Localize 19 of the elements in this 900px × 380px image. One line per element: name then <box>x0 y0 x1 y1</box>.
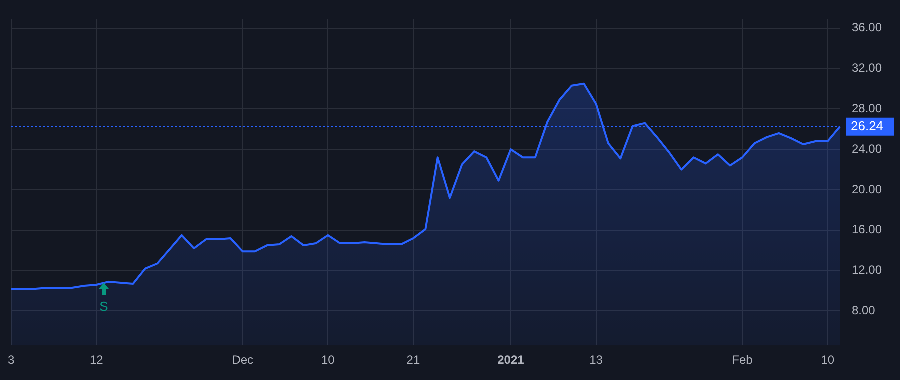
y-tick-label: 24.00 <box>852 142 882 156</box>
x-tick-label: 10 <box>821 353 835 368</box>
ref-line-label: 26.24 <box>851 118 884 134</box>
y-tick-label: 8.00 <box>852 304 876 318</box>
y-tick-label: 16.00 <box>852 222 882 237</box>
y-tick-label: 12.00 <box>852 263 882 278</box>
x-tick-label: 21 <box>406 353 420 368</box>
y-tick-label: 28.00 <box>852 101 882 116</box>
y-tick-label: 32.00 <box>852 61 882 76</box>
y-tick-label: 36.00 <box>852 20 882 35</box>
annotation: S <box>100 299 108 314</box>
x-tick-label: 13 <box>590 353 604 368</box>
y-tick-label: 20.00 <box>852 182 882 196</box>
x-tick-label: Dec <box>232 353 254 368</box>
x-tick-label: 3 <box>8 353 15 368</box>
x-tick-label: 10 <box>322 353 336 368</box>
x-tick-label: 12 <box>90 353 104 368</box>
x-tick-label: Feb <box>732 353 754 368</box>
x-tick-label: 2021 <box>498 353 525 368</box>
